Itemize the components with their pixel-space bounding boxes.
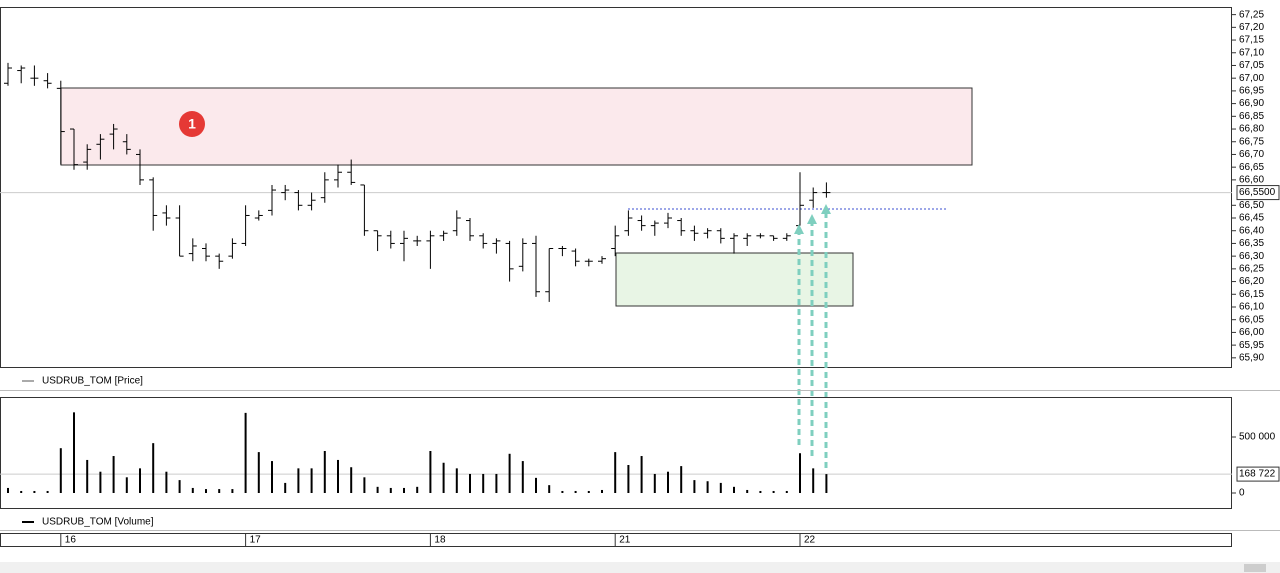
support-zone <box>615 252 854 307</box>
arrow-head <box>794 224 804 234</box>
date-label: 16 <box>65 535 77 546</box>
y-tick-label: 66,90 <box>1239 98 1264 109</box>
y-tick-label: 66,75 <box>1239 136 1264 147</box>
y-tick-label: 67,15 <box>1239 35 1264 46</box>
y-tick-label: 500 000 <box>1239 432 1276 443</box>
y-tick-label: 66,25 <box>1239 263 1264 274</box>
y-tick-label: 66,05 <box>1239 314 1264 325</box>
date-label: 18 <box>434 535 446 546</box>
last-value-box <box>1236 185 1280 201</box>
date-label: 22 <box>804 535 816 546</box>
y-tick-label: 65,90 <box>1239 352 1264 363</box>
volume-panel <box>0 397 1232 509</box>
legend-label: USDRUB_TOM [Price] <box>42 376 143 387</box>
y-tick-label: 66,65 <box>1239 162 1264 173</box>
y-tick-label: 67,00 <box>1239 73 1264 84</box>
y-tick-label: 67,10 <box>1239 47 1264 58</box>
y-tick-label: 66,85 <box>1239 111 1264 122</box>
date-label: 17 <box>250 535 262 546</box>
y-tick-label: 66,00 <box>1239 327 1264 338</box>
y-tick-label: 66,35 <box>1239 238 1264 249</box>
last-value-box <box>1236 466 1280 482</box>
y-tick-label: 66,40 <box>1239 225 1264 236</box>
y-tick-label: 66,30 <box>1239 251 1264 262</box>
y-tick-label: 66,45 <box>1239 213 1264 224</box>
last-value-label: 168 722 <box>1239 469 1276 480</box>
last-value-label: 66,5500 <box>1239 187 1276 198</box>
scroll-thumb[interactable] <box>1244 564 1266 572</box>
y-tick-label: 67,25 <box>1239 9 1264 20</box>
y-tick-label: 67,05 <box>1239 60 1264 71</box>
volume-layer: 0 500 000 168 722 <box>0 412 1280 499</box>
scrollbar[interactable] <box>0 562 1280 573</box>
y-tick-label: 66,50 <box>1239 200 1264 211</box>
y-tick-label: 67,20 <box>1239 22 1264 33</box>
y-tick-label: 66,80 <box>1239 124 1264 135</box>
legend-label: USDRUB_TOM [Volume] <box>42 517 154 528</box>
y-tick-label: 66,95 <box>1239 86 1264 97</box>
price-panel <box>0 7 1232 368</box>
y-tick-label: 0 <box>1239 488 1245 499</box>
marker-label: 1 <box>188 116 196 132</box>
date-layer: 16 17 18 21 22 <box>60 533 816 546</box>
y-tick-label: 65,95 <box>1239 340 1264 351</box>
y-tick-label: 66,10 <box>1239 302 1264 313</box>
y-tick-label: 66,70 <box>1239 149 1264 160</box>
y-tick-label: 66,15 <box>1239 289 1264 300</box>
y-tick-label: 66,60 <box>1239 175 1264 186</box>
date-label: 21 <box>619 535 631 546</box>
y-tick-label: 66,20 <box>1239 276 1264 287</box>
resistance-zone <box>60 87 973 166</box>
date-axis <box>0 533 1232 547</box>
arrow-heads <box>794 204 831 234</box>
arrow-head <box>821 204 831 214</box>
marker-circle <box>179 111 205 137</box>
arrow-head <box>807 214 817 224</box>
arrows <box>797 212 828 468</box>
